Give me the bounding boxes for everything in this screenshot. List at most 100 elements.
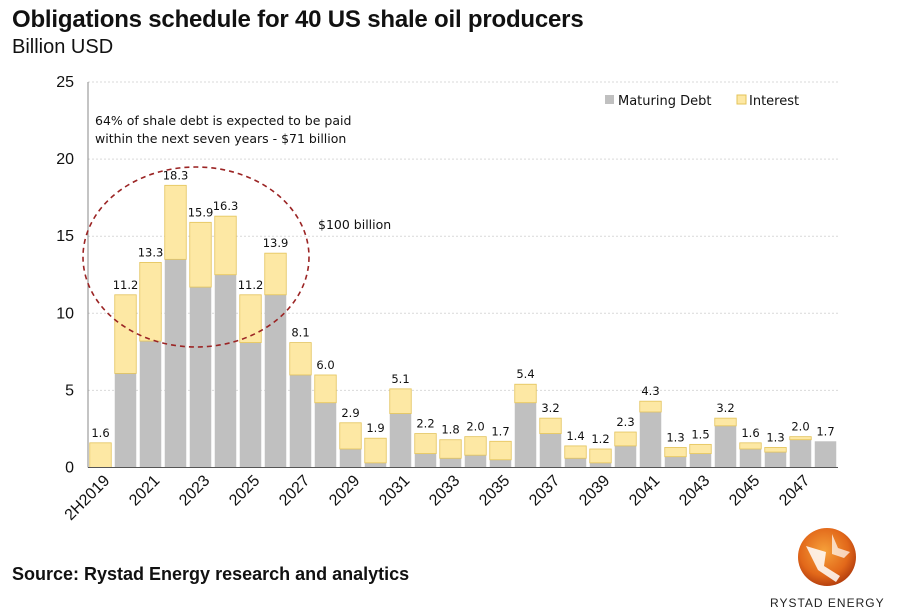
bar-maturing-debt	[439, 458, 462, 468]
total-label: 18.3	[163, 168, 189, 182]
x-tick-label: 2033	[426, 472, 463, 509]
x-tick-label: 2025	[226, 472, 263, 509]
x-tick-label: 2029	[326, 472, 363, 509]
total-label: 16.3	[213, 199, 239, 213]
bar-maturing-debt	[689, 453, 712, 468]
rystad-logo-icon	[798, 528, 856, 586]
annotation-note-line1: 64% of shale debt is expected to be paid	[95, 113, 351, 128]
bar-interest	[114, 294, 137, 374]
total-label: 1.8	[441, 423, 459, 437]
total-label: 13.3	[138, 245, 164, 259]
bar-maturing-debt	[114, 373, 137, 468]
total-label: 2.0	[466, 420, 484, 434]
total-label: 11.2	[113, 278, 139, 292]
bar-maturing-debt	[739, 448, 762, 468]
bar-interest	[164, 184, 187, 260]
brand-name: RYSTAD ENERGY	[770, 596, 885, 610]
bar-maturing-debt	[664, 456, 687, 468]
annotation-note-line2: within the next seven years - $71 billio…	[95, 131, 346, 146]
total-label: 2.3	[616, 415, 634, 429]
legend-label-interest: Interest	[749, 94, 799, 109]
bar-interest	[639, 400, 662, 413]
bar-interest	[464, 436, 487, 456]
total-label: 5.4	[516, 367, 534, 381]
x-tick-label: 2047	[776, 472, 813, 509]
bar-maturing-debt	[139, 341, 162, 468]
bar-maturing-debt	[189, 287, 212, 468]
total-label: 1.7	[816, 424, 834, 438]
x-tick-label: 2037	[526, 472, 563, 509]
x-tick-label: 2035	[476, 472, 513, 509]
bar-maturing-debt	[814, 441, 837, 468]
x-tick-label: 2031	[376, 472, 413, 509]
y-tick-label: 20	[56, 151, 74, 168]
bar-interest	[239, 294, 262, 343]
bar-interest	[764, 447, 787, 453]
legend-swatch-maturing-debt	[605, 95, 614, 104]
bar-interest	[514, 383, 537, 404]
bar-interest	[589, 448, 612, 464]
bar-interest	[139, 262, 162, 342]
legend-swatch-interest	[736, 94, 747, 105]
bar-interest	[539, 417, 562, 434]
total-label: 1.7	[491, 424, 509, 438]
total-label: 5.1	[391, 372, 409, 386]
bar-maturing-debt	[164, 259, 187, 468]
total-label: 1.4	[566, 429, 584, 443]
bar-maturing-debt	[339, 448, 362, 468]
total-label: 11.2	[238, 278, 264, 292]
source-note: Source: Rystad Energy research and analy…	[12, 564, 410, 584]
bar-interest	[489, 440, 512, 461]
legend: Maturing Debt Interest	[605, 94, 799, 109]
bar-interest	[314, 374, 337, 404]
total-label: 3.2	[541, 401, 559, 415]
bar-interest	[389, 388, 412, 414]
bar-interest	[264, 252, 287, 296]
bar-maturing-debt	[264, 294, 287, 468]
bar-maturing-debt	[364, 462, 387, 468]
bar-maturing-debt	[714, 425, 737, 468]
total-label: 6.0	[316, 358, 334, 372]
total-label: 1.5	[691, 427, 709, 441]
total-label: 3.2	[716, 401, 734, 415]
total-label: 1.3	[766, 430, 784, 444]
bar-maturing-debt	[414, 453, 437, 468]
total-label: 2.9	[341, 406, 359, 420]
annotation-circle-label: $100 billion	[318, 217, 391, 232]
gridlines	[88, 81, 838, 391]
x-tick-label: 2027	[276, 472, 313, 509]
y-tick-label: 0	[65, 460, 74, 477]
bar-interest	[439, 439, 462, 459]
y-tick-label: 25	[56, 74, 74, 91]
bar-interest	[714, 417, 737, 427]
bar-interest	[364, 437, 387, 464]
bar-maturing-debt	[389, 413, 412, 468]
bar-maturing-debt	[214, 274, 237, 468]
bar-maturing-debt	[614, 445, 637, 468]
bar-interest	[289, 342, 312, 376]
bar-maturing-debt	[764, 452, 787, 468]
bar-interest	[189, 221, 212, 288]
bar-maturing-debt	[539, 433, 562, 468]
total-label: 2.0	[791, 420, 809, 434]
y-tick-label: 5	[65, 382, 74, 399]
bar-maturing-debt	[289, 374, 312, 468]
bar-interest	[614, 431, 637, 447]
total-label: 1.3	[666, 430, 684, 444]
total-label: 1.9	[366, 421, 384, 435]
x-tick-label: 2039	[576, 472, 613, 509]
bars	[89, 184, 837, 468]
bar-maturing-debt	[239, 342, 262, 468]
x-tick-label: 2023	[176, 472, 213, 509]
x-tick-label: 2H2019	[62, 472, 114, 524]
x-tick-label: 2045	[726, 472, 763, 509]
x-tick-label: 2021	[126, 472, 163, 509]
bar-maturing-debt	[589, 462, 612, 468]
bar-interest	[89, 442, 112, 468]
bar-interest	[214, 215, 237, 276]
bar-maturing-debt	[564, 458, 587, 468]
bar-maturing-debt	[314, 402, 337, 468]
bar-maturing-debt	[514, 402, 537, 468]
bar-interest	[339, 422, 362, 450]
